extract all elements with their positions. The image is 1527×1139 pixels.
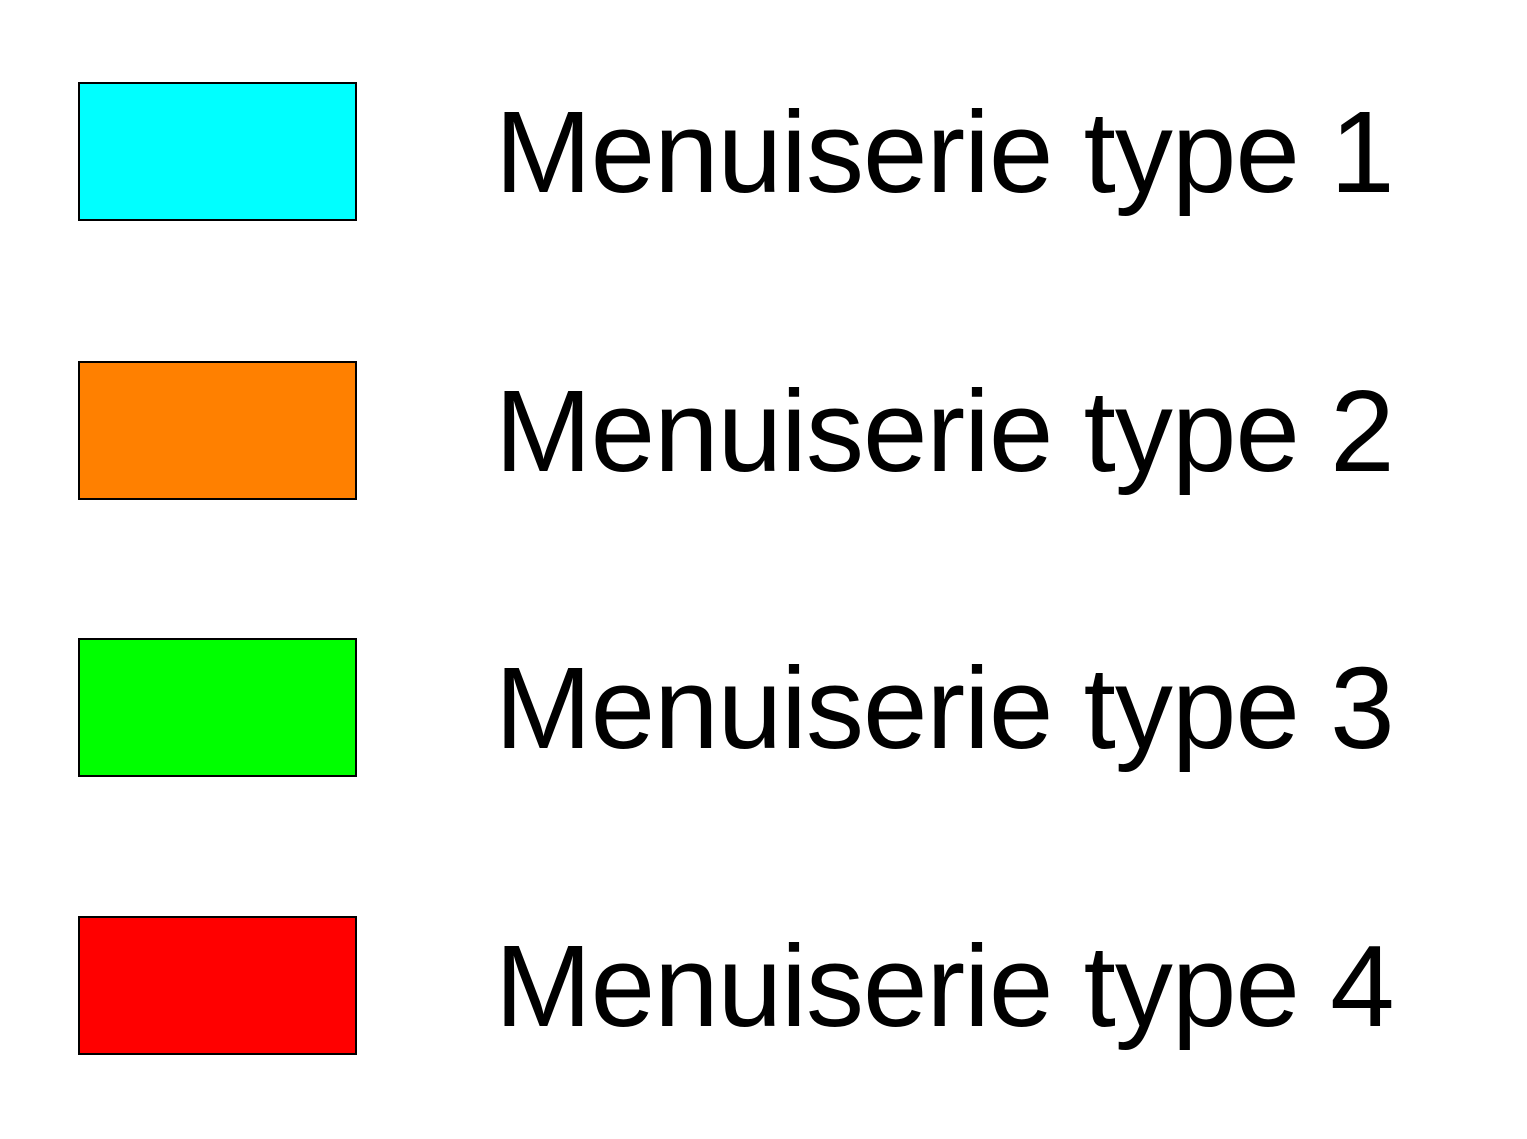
color-swatch-type-4 <box>78 916 357 1055</box>
legend-label-type-2: Menuiserie type 2 <box>495 365 1395 496</box>
legend-row-type-1: Menuiserie type 1 <box>78 82 1395 221</box>
color-swatch-type-1 <box>78 82 357 221</box>
legend-row-type-4: Menuiserie type 4 <box>78 916 1395 1055</box>
color-swatch-type-2 <box>78 361 357 500</box>
color-swatch-type-3 <box>78 638 357 777</box>
legend-label-type-3: Menuiserie type 3 <box>495 642 1395 773</box>
legend-row-type-3: Menuiserie type 3 <box>78 638 1395 777</box>
legend-label-type-4: Menuiserie type 4 <box>495 920 1395 1051</box>
legend-label-type-1: Menuiserie type 1 <box>495 86 1395 217</box>
legend-row-type-2: Menuiserie type 2 <box>78 361 1395 500</box>
